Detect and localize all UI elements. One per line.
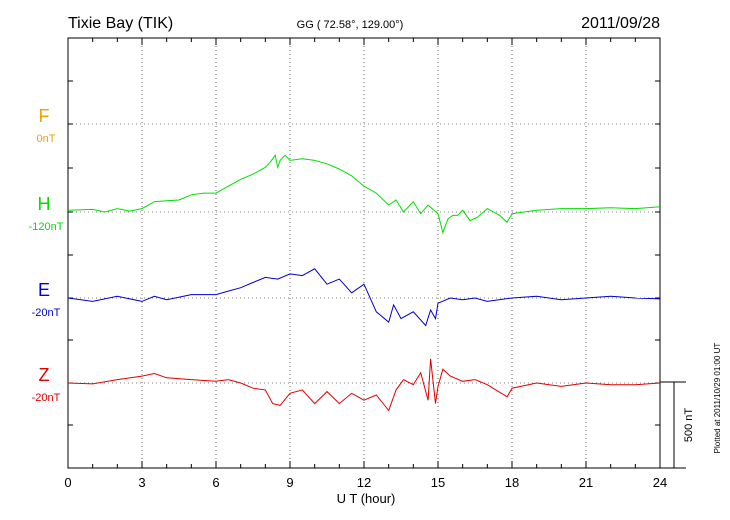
- scale-bar: 500 nT: [660, 381, 695, 469]
- grid: [68, 38, 660, 468]
- series-name-label: E: [38, 280, 50, 300]
- series-group: F 0nT H -120nT E -20nT Z -20nT: [29, 106, 661, 412]
- series-h: H -120nT: [29, 153, 661, 235]
- x-tick-label: 15: [431, 475, 445, 490]
- series-name-label: Z: [39, 365, 50, 385]
- series-baseline-label: 0nT: [37, 133, 56, 145]
- series-line-e: [67, 268, 661, 327]
- series-baseline-label: -20nT: [32, 307, 61, 319]
- chart-date: 2011/09/28: [581, 15, 660, 32]
- x-tick-label: 12: [357, 475, 371, 490]
- plotted-note: Plotted at 2011/10/29 01:00 UT: [713, 343, 722, 454]
- chart-subtitle: GG ( 72.58°, 129.00°): [297, 19, 404, 31]
- series-name-label: F: [39, 106, 50, 126]
- series-z: Z -20nT: [32, 358, 661, 412]
- x-tick-label: 24: [653, 475, 667, 490]
- series-name-label: H: [38, 194, 51, 214]
- series-line-h: [67, 153, 661, 235]
- x-tick-label: 18: [505, 475, 519, 490]
- series-e: E -20nT: [32, 268, 661, 327]
- series-baseline-label: -120nT: [29, 221, 64, 233]
- x-tick-label: 9: [286, 475, 293, 490]
- series-f: F 0nT: [37, 106, 56, 145]
- series-line-z: [67, 358, 661, 412]
- x-tick-label: 21: [579, 475, 593, 490]
- x-tick-label: 0: [64, 475, 71, 490]
- chart-title: Tixie Bay (TIK): [68, 15, 173, 32]
- series-baseline-label: -20nT: [32, 392, 61, 404]
- x-axis-label: U T (hour): [337, 491, 396, 506]
- x-tick-label: 6: [212, 475, 219, 490]
- x-axis-ticks: 0 3 6 9 12 15 18 21 24: [64, 37, 667, 490]
- x-tick-label: 3: [138, 475, 145, 490]
- scale-bar-label: 500 nT: [683, 408, 695, 443]
